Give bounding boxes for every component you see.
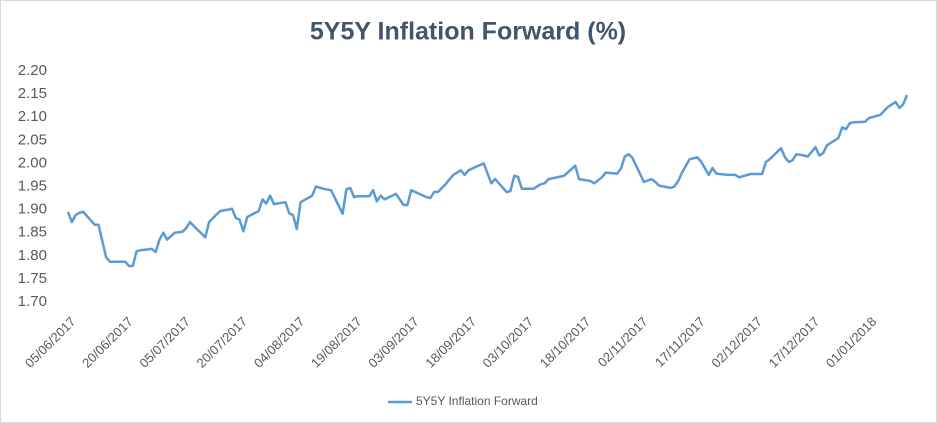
y-tick-label: 1.95 [18, 177, 47, 194]
y-tick-label: 2.10 [18, 108, 47, 125]
line-series [66, 94, 909, 268]
y-tick-label: 2.20 [18, 62, 47, 79]
y-tick-label: 2.00 [18, 154, 47, 171]
y-tick-label: 1.80 [18, 247, 47, 264]
y-tick-label: 1.70 [18, 293, 47, 310]
y-tick-label: 2.05 [18, 131, 47, 148]
chart-title: 5Y5Y Inflation Forward (%) [310, 18, 626, 46]
y-tick-label: 1.75 [18, 270, 47, 287]
y-tick-label: 2.15 [18, 85, 47, 102]
y-tick-label: 1.85 [18, 224, 47, 241]
y-tick-label: 1.90 [18, 201, 47, 218]
legend-label: 5Y5Y Inflation Forward [416, 394, 538, 408]
